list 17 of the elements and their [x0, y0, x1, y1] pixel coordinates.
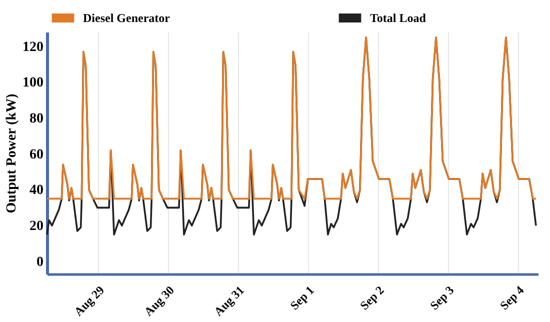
- legend-label: Total Load: [370, 11, 426, 25]
- y-tick-label: 80: [30, 112, 44, 127]
- y-tick-label: 60: [30, 147, 44, 162]
- x-tick-label: Sep 1: [287, 283, 317, 313]
- x-tick-label: Aug 29: [71, 283, 107, 319]
- y-tick-label: 0: [36, 254, 44, 270]
- legend-label: Diesel Generator: [83, 11, 171, 25]
- x-tick-label: Sep 4: [497, 283, 527, 313]
- y-tick-label: 20: [30, 219, 44, 234]
- x-tick-label: Aug 31: [211, 283, 247, 319]
- x-tick-label: Sep 2: [357, 283, 387, 313]
- y-tick-label: 40: [30, 183, 44, 198]
- x-tick-label: Aug 30: [141, 283, 177, 319]
- y-axis-title: Output Power (kW): [4, 93, 20, 214]
- y-tick-label: 100: [22, 76, 44, 91]
- x-tick-label: Sep 3: [427, 283, 457, 313]
- y-tick-label: 120: [22, 40, 44, 55]
